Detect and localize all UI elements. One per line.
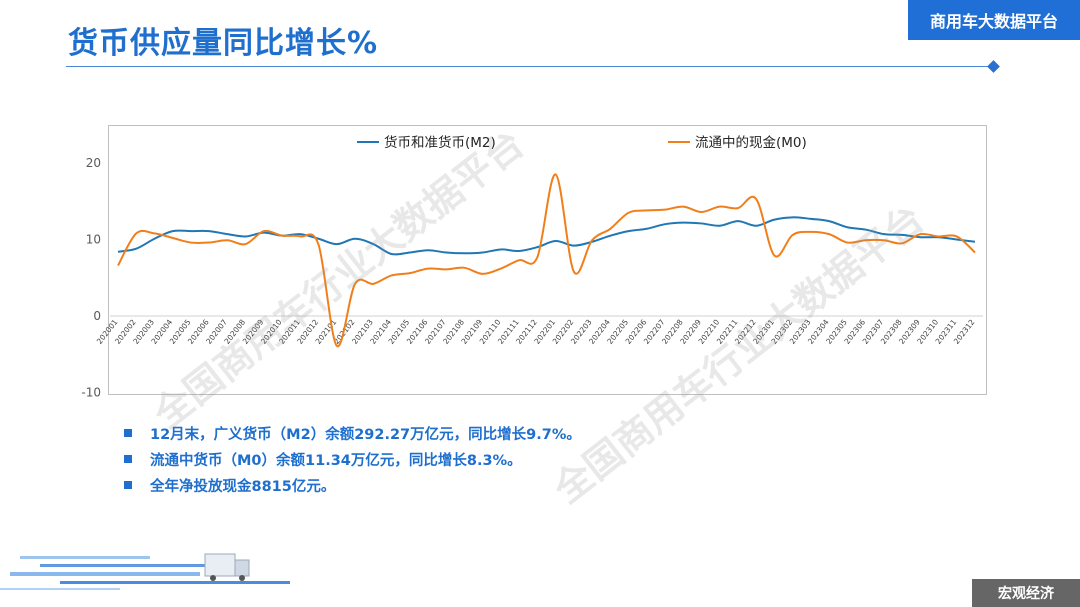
bullet-marker [124, 481, 132, 489]
page-title: 货币供应量同比增长% [68, 26, 379, 61]
section-label: 宏观经济 [972, 579, 1080, 607]
summary-item: 12月末，广义货币（M2）余额292.27万亿元，同比增长9.7%。 [124, 420, 581, 446]
legend-label-m0: 流通中的现金(M0) [695, 135, 807, 151]
title-divider [66, 66, 994, 67]
y-tick-label: 0 [93, 309, 101, 323]
legend-label-m2: 货币和准货币(M2) [384, 134, 496, 151]
summary-item: 流通中货币（M0）余额11.34万亿元，同比增长8.3%。 [124, 446, 581, 472]
summary-list: 12月末，广义货币（M2）余额292.27万亿元，同比增长9.7%。 流通中货币… [124, 420, 581, 498]
bullet-marker [124, 429, 132, 437]
y-tick-label: 20 [86, 156, 101, 170]
summary-text: 全年净投放现金8815亿元。 [150, 478, 336, 495]
y-tick-label: -10 [81, 386, 101, 400]
brand-badge: 商用车大数据平台 [908, 0, 1080, 40]
chart-frame [108, 125, 987, 395]
m2-series-line [117, 216, 976, 256]
summary-text: 流通中货币（M0）余额11.34万亿元，同比增长8.3%。 [150, 452, 522, 469]
m0-series-line [117, 173, 976, 347]
bullet-marker [124, 455, 132, 463]
y-tick-label: 10 [86, 233, 101, 247]
truck-road-illustration [0, 553, 290, 590]
summary-item: 全年净投放现金8815亿元。 [124, 472, 581, 498]
summary-text: 12月末，广义货币（M2）余额292.27万亿元，同比增长9.7%。 [150, 426, 581, 443]
